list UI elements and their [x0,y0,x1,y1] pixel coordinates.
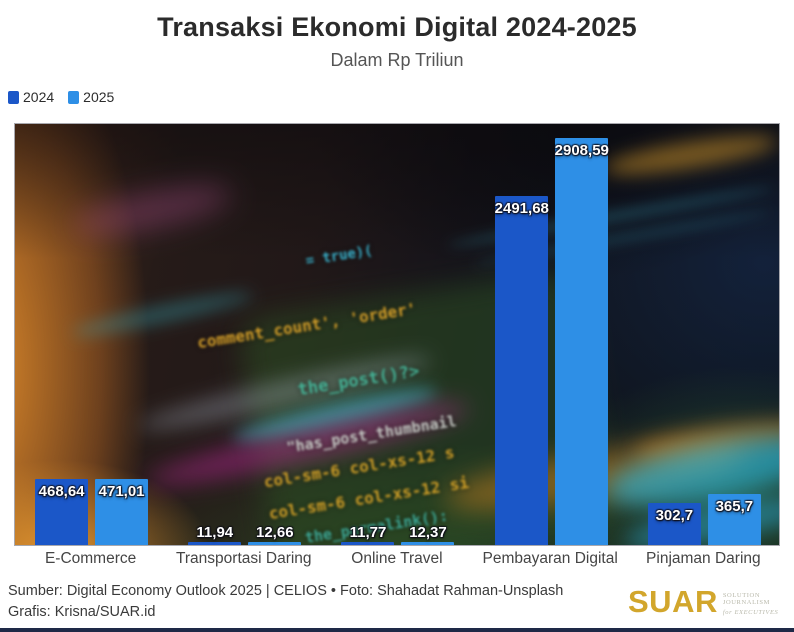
bar-2025-online-travel: 12,37 [401,524,455,545]
bar-value-label: 468,64 [38,483,85,501]
bar-2024-pembayaran-digital: 2491,68 [494,196,549,545]
bar-group-online-travel: 11,77 12,37 [321,124,474,545]
suar-logo-wordmark: SUAR [628,584,718,619]
graphics-credit: Grafis: Krisna/SUAR.id [8,604,156,620]
bar-2024-e-commerce: 468,64 [35,479,89,545]
bar-2025-pinjaman-daring: 365,7 [707,493,761,545]
bar-value-label: 365,7 [715,497,754,515]
bar-2025-transportasi-daring: 12,66 [248,524,302,545]
bar-2025-pembayaran-digital: 2908,59 [554,138,609,545]
bar-group-pinjaman-daring: 302,7 365,7 [628,124,779,545]
bar-group-transportasi-daring: 11,94 12,66 [168,124,321,545]
chart-area: = true)(comment_count', 'order' the_post(… [14,123,780,546]
legend-item-2024: 2024 [8,89,54,105]
page-subtitle: Dalam Rp Triliun [330,50,464,70]
legend-item-2025: 2025 [68,89,114,105]
category-label-transportasi-daring: Transportasi Daring [176,550,312,567]
legend-swatch-2024 [8,90,19,104]
bar-value-label: 2908,59 [554,142,609,159]
legend-swatch-2025 [68,90,80,104]
category-axis: E-Commerce Transportasi Daring Online Trav… [14,550,780,568]
bar-value-label: 11,77 [349,524,387,541]
bar-value-label: 12,66 [256,524,294,541]
category-label-pinjaman-daring: Pinjaman Daring [646,550,761,567]
bar-value-label: 2491,68 [494,200,549,218]
bar-2024-transportasi-daring: 11,94 [188,524,242,545]
bar-2024-pinjaman-daring: 302,7 [647,502,701,545]
bar-2024-online-travel: 11,77 [341,524,395,545]
bar-group-pembayaran-digital: 2491,68 2908,59 [475,124,628,545]
plot-area: 468,64 471,01 11,94 12,66 11,77 12,37 2491,68 2… [15,124,779,545]
bar-value-label: 11,94 [196,524,234,541]
category-label-online-travel: Online Travel [351,550,443,567]
bar-2025-e-commerce: 471,01 [95,479,149,545]
page-title: Transaksi Ekonomi Digital 2024-2025 [157,12,637,42]
category-label-e-commerce: E-Commerce [44,550,137,567]
bottom-border-strip [0,628,794,632]
category-label-pembayaran-digital: Pembayaran Digital [482,550,618,567]
chart-legend: 2024 2025 [8,89,114,105]
bar-value-label: 12,37 [409,524,447,541]
bar-value-label: 471,01 [98,483,145,501]
legend-label: 2025 [83,89,115,105]
suar-logo: SUAR SOLUTION JOURNALISM for EXECUTIVES [628,584,794,619]
bar-group-e-commerce: 468,64 471,01 [15,124,168,545]
bar-value-label: 302,7 [655,506,694,524]
source-credit: Sumber: Digital Economy Outlook 2025 | C… [8,583,564,599]
legend-label: 2024 [23,89,55,105]
suar-logo-tagline: SOLUTION JOURNALISM for EXECUTIVES [722,592,779,616]
